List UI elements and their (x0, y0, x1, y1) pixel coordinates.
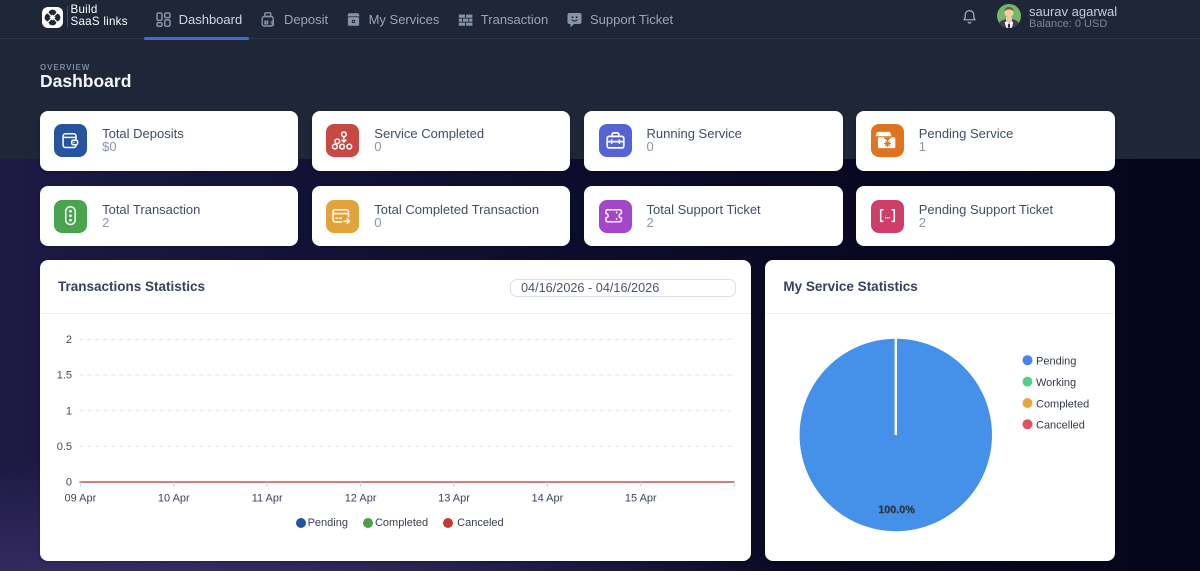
svg-text:10 Apr: 10 Apr (157, 492, 189, 504)
svg-text:100.0%: 100.0% (878, 504, 915, 516)
svg-text:12 Apr: 12 Apr (344, 492, 376, 504)
svg-text:$: $ (270, 21, 274, 27)
svg-text:11 Apr: 11 Apr (251, 492, 282, 504)
svg-text:15 Apr: 15 Apr (624, 492, 656, 504)
svg-text:14 Apr: 14 Apr (531, 492, 563, 504)
svg-text:2: 2 (65, 334, 71, 346)
svg-text:1.5: 1.5 (56, 370, 71, 382)
svg-text:0: 0 (65, 477, 71, 489)
svg-text:13 Apr: 13 Apr (438, 492, 470, 504)
svg-text:Pending: Pending (1036, 356, 1076, 368)
svg-text:Working: Working (1036, 377, 1076, 389)
svg-text:100.0%: 100.0% (879, 505, 916, 517)
svg-text:0.5: 0.5 (56, 441, 71, 453)
svg-text:1: 1 (65, 406, 71, 418)
svg-text:Completed: Completed (1036, 398, 1089, 410)
svg-text:09 Apr: 09 Apr (64, 492, 96, 504)
svg-text:Cancelled: Cancelled (1036, 420, 1085, 432)
